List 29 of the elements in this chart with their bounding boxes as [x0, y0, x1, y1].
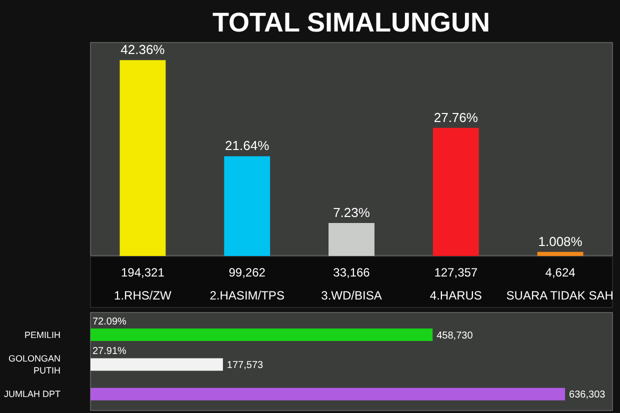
- bar: [224, 156, 270, 256]
- x-tick-label: SUARA TIDAK SAH: [506, 288, 614, 302]
- data-label: 177,573: [226, 360, 264, 371]
- bar: [120, 60, 166, 256]
- bar: [328, 222, 374, 256]
- text: 33,166: [333, 266, 370, 280]
- y-tick-label: GOLONGAN PUTIH: [8, 353, 61, 376]
- x-tick-label: 3.WD/BISA: [321, 288, 382, 302]
- text: 127,357: [434, 266, 478, 280]
- data-label: 21.64%: [225, 138, 270, 154]
- data-label: 7.23%: [333, 204, 370, 220]
- data-label: 458,730: [436, 330, 474, 342]
- data-label: 1.008%: [538, 234, 583, 249]
- chart-title: TOTAL SIMALUNGUN: [212, 8, 490, 38]
- annotation: 72.09%: [92, 316, 127, 328]
- annotation: 27.91%: [92, 346, 127, 358]
- data-label: 27.76%: [434, 110, 478, 125]
- data-label: 636,303: [569, 390, 606, 401]
- y-tick-label: JUMLAH DPT: [4, 389, 61, 400]
- text: 99,262: [228, 266, 266, 280]
- data-label: 42.36%: [120, 42, 166, 58]
- y-tick-label: PEMILIH: [24, 330, 61, 340]
- bar: [432, 128, 479, 256]
- bar: [537, 252, 584, 256]
- x-tick-label: 2.HASIM/TPS: [210, 288, 284, 302]
- text: 194,321: [121, 266, 165, 280]
- text: 4,624: [545, 266, 576, 280]
- x-tick-label: 1.RHS/ZW: [114, 288, 172, 302]
- x-tick-label: 4.HARUS: [430, 288, 482, 302]
